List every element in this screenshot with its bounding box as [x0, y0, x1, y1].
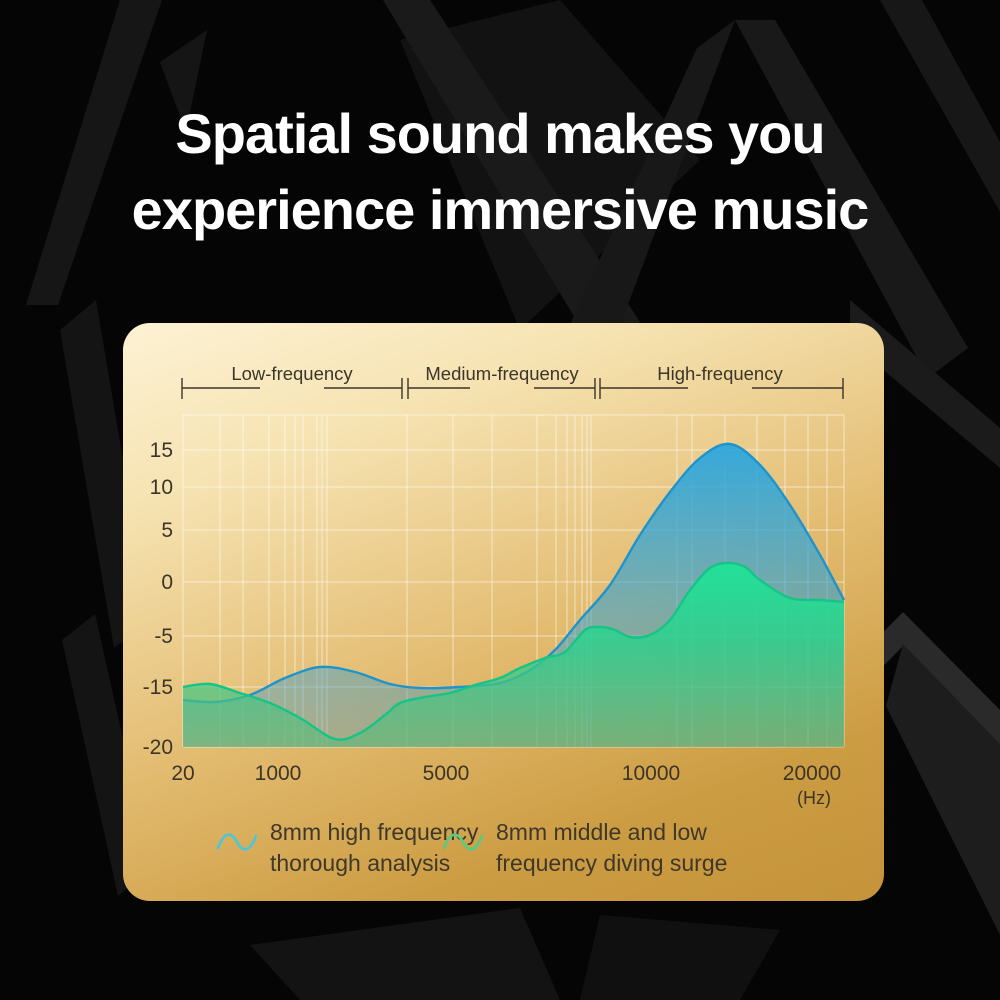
x-axis-tick-label: 5000 [423, 762, 470, 785]
background-shape [850, 300, 1000, 468]
x-axis-tick-label: 20000 [783, 762, 841, 785]
legend-text: 8mm middle and low frequency diving surg… [496, 817, 727, 879]
page-title-line1: Spatial sound makes you [175, 102, 825, 165]
series-line-mid-low-frequency [182, 561, 845, 741]
background-shape [858, 612, 1000, 745]
background-shape [548, 20, 735, 400]
frequency-band-label: Low-frequency [231, 363, 353, 384]
background-shape [250, 908, 560, 1000]
background-shape [160, 30, 207, 132]
sine-wave-stroke [216, 833, 258, 851]
y-axis-tick-label: 0 [161, 571, 173, 594]
legend-text: 8mm high frequency thorough analysis [270, 817, 478, 879]
frequency-band-brackets: Low-frequency Medium-frequency High-freque… [181, 363, 844, 399]
x-axis-tick-label: 10000 [622, 762, 680, 785]
y-axis-tick-label: 5 [161, 519, 173, 542]
sine-wave-stroke [442, 833, 484, 851]
y-axis-tick-label: -20 [143, 736, 173, 759]
chart-series-areas [182, 442, 846, 747]
x-axis-tick-label: 1000 [255, 762, 302, 785]
background-shape [580, 915, 780, 1000]
background-shape [886, 644, 1000, 935]
background-shape [383, 0, 640, 356]
frequency-band-label: Medium-frequency [425, 363, 579, 384]
background-shape [735, 20, 968, 378]
legend-line: frequency diving surge [496, 850, 728, 876]
y-axis-tick-label: -15 [143, 676, 173, 699]
legend-line: 8mm middle and low [496, 819, 707, 845]
legend-line: thorough analysis [270, 850, 451, 876]
y-axis-tick-label: -5 [154, 625, 173, 648]
frequency-band-label: High-frequency [657, 363, 783, 384]
sine-wave-icon [442, 833, 484, 851]
background-shape [26, 0, 162, 305]
background-shape [880, 0, 1000, 212]
y-axis-tick-label: 10 [150, 476, 173, 499]
chart-axis-labels: 15 10 5 0 -5 -15 -20 20 1000 5000 10000 20000 (Hz) [143, 439, 842, 808]
frequency-response-chart: Low-frequency Medium-frequency High-freque… [143, 363, 846, 808]
page-title-line2: experience immersive music [131, 178, 870, 241]
page-title: Spatial sound makes you experience immer… [0, 96, 1000, 248]
y-axis-tick-label: 15 [150, 439, 173, 462]
x-axis-tick-label: 20 [171, 762, 194, 785]
legend-item-high-frequency: 8mm high frequency thorough analysis [215, 817, 478, 879]
legend-line: 8mm high frequency [270, 819, 479, 845]
sine-wave-icon [216, 833, 258, 851]
series-area-mid-low-frequency [183, 562, 844, 747]
legend-item-mid-low-frequency: 8mm middle and low frequency diving surg… [441, 817, 727, 879]
chart-card: Low-frequency Medium-frequency High-freque… [123, 323, 884, 901]
x-axis-unit-label: (Hz) [797, 788, 831, 808]
